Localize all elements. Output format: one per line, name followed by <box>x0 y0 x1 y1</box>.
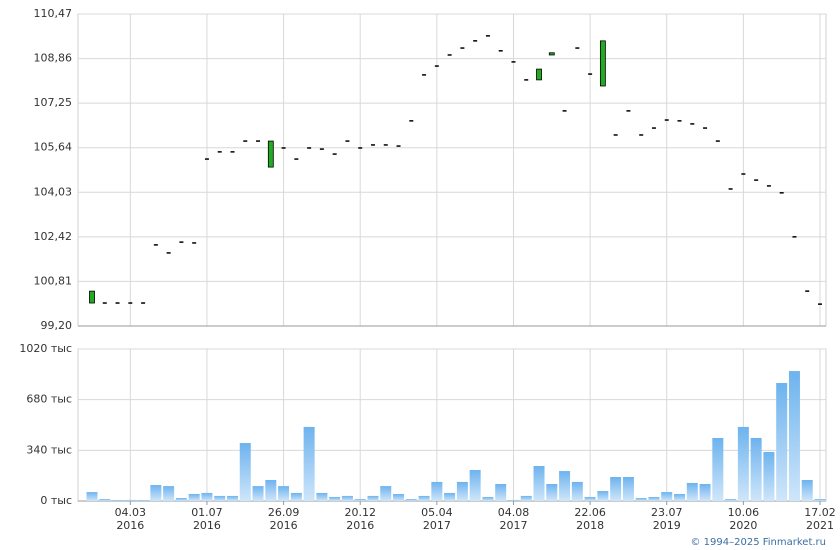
volume-bar <box>86 492 98 501</box>
y-tick-label: 110,47 <box>34 7 73 20</box>
y-tick-label: 1020 тыс <box>19 342 72 355</box>
x-tick-year: 2016 <box>270 519 298 532</box>
volume-bar <box>674 493 686 501</box>
x-tick-year: 2016 <box>193 519 221 532</box>
volume-bar <box>252 486 264 501</box>
volume-bar <box>597 491 609 501</box>
y-tick-label: 102,42 <box>34 230 73 243</box>
volume-bar <box>776 382 788 501</box>
volume-bar <box>405 499 417 501</box>
x-tick-year: 2016 <box>116 519 144 532</box>
volume-bar <box>431 481 443 501</box>
volume-bar <box>725 499 737 501</box>
volume-bar <box>661 492 673 501</box>
volume-bar <box>226 495 238 501</box>
volume-bar <box>610 477 622 501</box>
volume-bar <box>341 495 353 501</box>
volume-bar <box>584 496 596 501</box>
footer: © 1994–2025 Finmarket.ru <box>690 537 826 548</box>
y-tick-label: 105,64 <box>34 141 73 154</box>
x-tick-label: 17.02 <box>804 506 836 519</box>
volume-bar <box>469 470 481 501</box>
x-tick-label: 10.06 <box>728 506 760 519</box>
y-tick-label: 680 тыс <box>26 393 72 406</box>
y-tick-label: 0 тыс <box>40 494 72 507</box>
volume-bar <box>546 484 558 501</box>
y-tick-label: 108,86 <box>34 52 73 65</box>
volume-bar <box>571 481 583 501</box>
x-tick-year: 2017 <box>499 519 527 532</box>
volume-bar <box>495 484 507 501</box>
x-tick-label: 26.09 <box>268 506 300 519</box>
volume-bar <box>214 495 226 501</box>
candle <box>548 52 555 56</box>
volume-bar <box>137 499 149 501</box>
volume-bar <box>648 496 660 501</box>
volume-bar <box>175 498 187 501</box>
x-tick-year: 2018 <box>576 519 604 532</box>
volume-bar <box>201 492 213 501</box>
x-tick-year: 2016 <box>346 519 374 532</box>
volume-bar <box>316 492 328 501</box>
volume-bar <box>686 482 698 501</box>
y-tick-label: 100,81 <box>34 274 73 287</box>
x-tick-label: 01.07 <box>191 506 223 519</box>
x-tick-label: 04.03 <box>115 506 147 519</box>
volume-bar <box>788 371 800 501</box>
volume-bar <box>150 485 162 501</box>
candle <box>599 40 606 87</box>
volume-bar <box>99 499 111 501</box>
volume-bar <box>482 496 494 501</box>
x-tick-label: 20.12 <box>344 506 376 519</box>
volume-bar <box>188 493 200 501</box>
volume-bar <box>303 426 315 501</box>
x-tick-label: 04.08 <box>498 506 530 519</box>
volume-bar <box>520 495 532 501</box>
y-tick-label: 104,03 <box>34 185 73 198</box>
volume-bar <box>418 495 430 501</box>
candle <box>89 290 95 304</box>
x-tick-year: 2020 <box>729 519 757 532</box>
volume-bar <box>559 471 571 501</box>
volume-bar <box>622 477 634 501</box>
volume-bar <box>456 481 468 501</box>
volume-bar <box>699 484 711 501</box>
x-tick-year: 2019 <box>653 519 681 532</box>
volume-bar <box>533 465 545 501</box>
volume-bar <box>444 492 456 501</box>
y-tick-label: 99,20 <box>41 319 73 332</box>
volume-bar <box>354 499 366 501</box>
volume-bar <box>239 443 251 501</box>
volume-bar <box>635 498 647 501</box>
x-tick-year: 2017 <box>423 519 451 532</box>
volume-bar <box>112 499 124 501</box>
x-tick-label: 23.07 <box>651 506 683 519</box>
volume-bar <box>329 496 341 501</box>
volume-bar <box>763 451 775 501</box>
y-tick-label: 340 тыс <box>26 443 72 456</box>
volume-bar <box>750 437 762 501</box>
x-tick-label: 22.06 <box>574 506 606 519</box>
volume-bar <box>163 486 175 501</box>
volume-bar <box>290 492 302 501</box>
candle <box>267 140 274 168</box>
candle <box>536 68 542 81</box>
volume-bar <box>265 479 277 501</box>
volume-bar <box>737 426 749 501</box>
plot-frame <box>77 13 827 327</box>
volume-bar <box>507 499 519 501</box>
volume-bar <box>380 486 392 501</box>
x-tick-label: 05.04 <box>421 506 453 519</box>
volume-bar <box>393 493 405 501</box>
y-tick-label: 107,25 <box>34 96 73 109</box>
volume-bar <box>278 486 290 501</box>
volume-bar <box>712 437 724 501</box>
volume-bar <box>814 499 826 501</box>
x-tick-year: 2021 <box>806 519 834 532</box>
volume-bar <box>367 495 379 501</box>
volume-bar <box>124 499 136 501</box>
volume-bar <box>801 479 813 501</box>
